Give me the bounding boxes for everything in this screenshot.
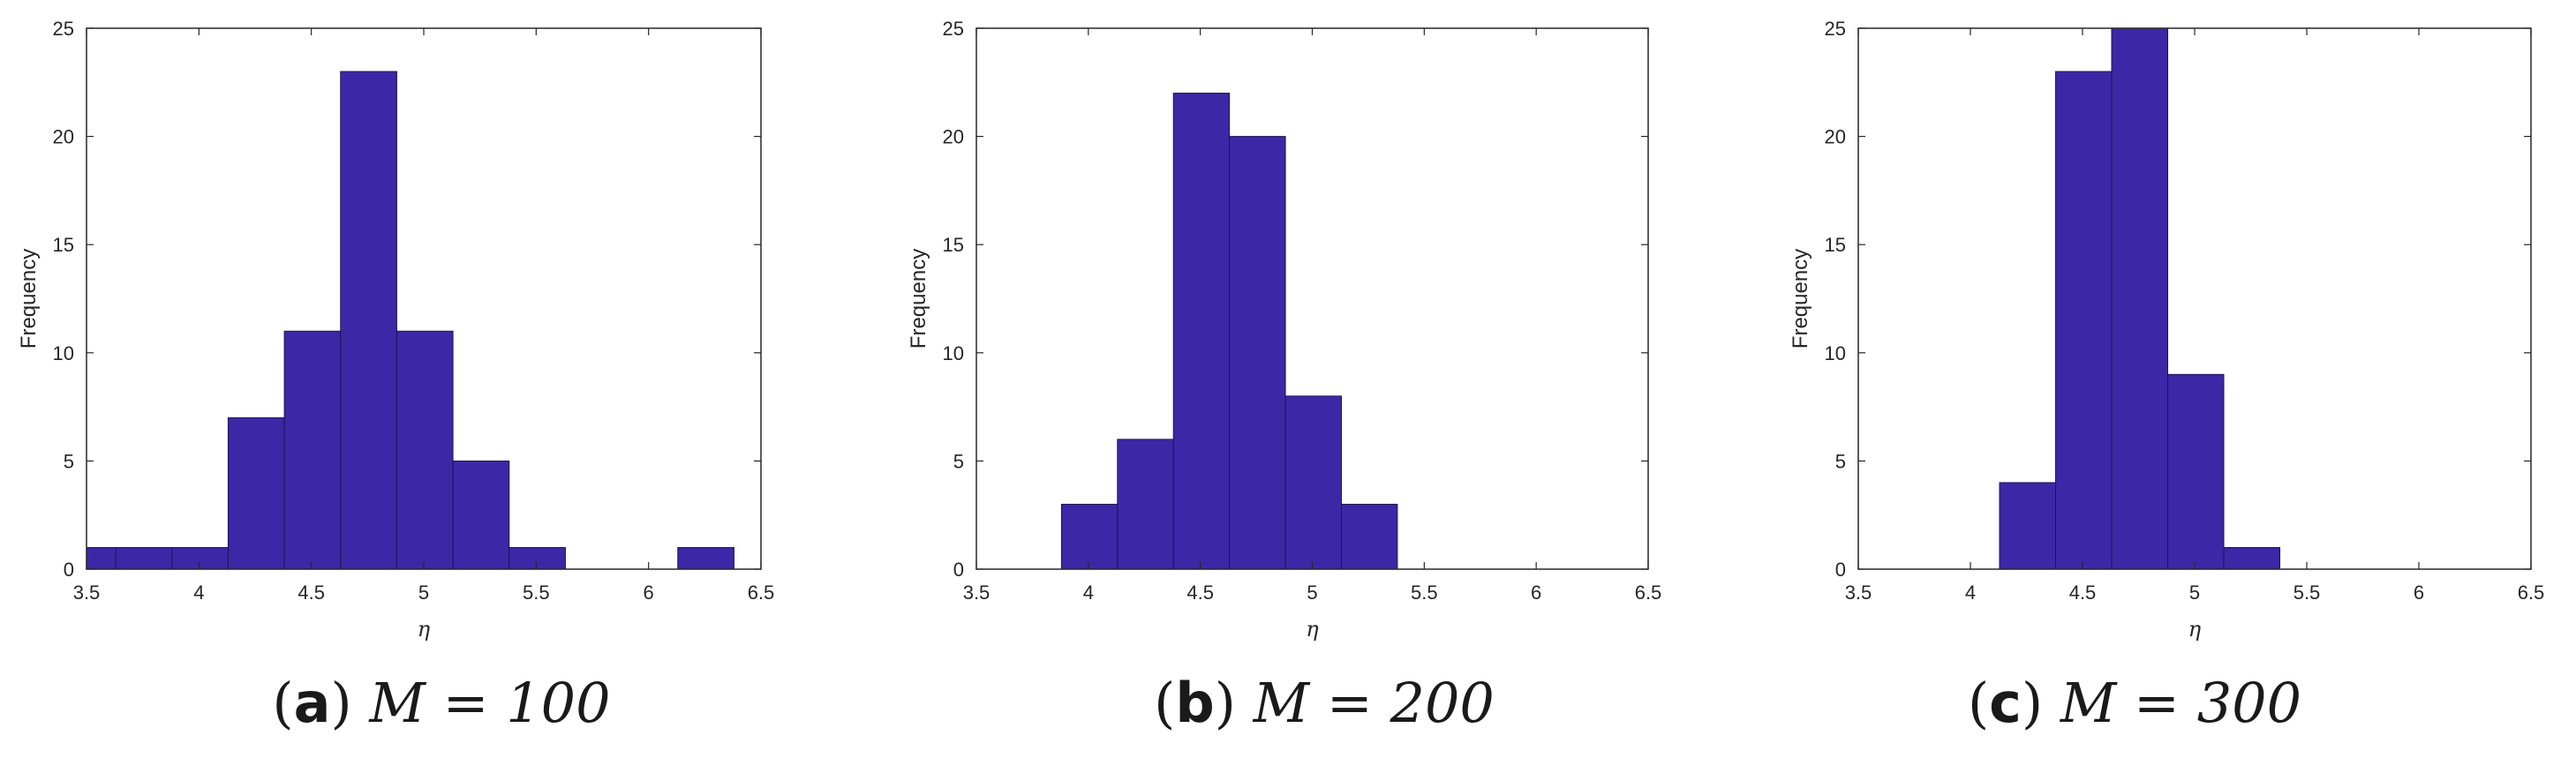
histogram-bar <box>395 330 454 570</box>
histogram-bar <box>2111 27 2169 570</box>
histogram-panel-m100: 3.5 4 4.5 5 5.5 6 6.5 0 5 10 15 20 25 η Frequency (a) … <box>0 0 883 758</box>
histogram-bar <box>1229 136 1286 570</box>
x-axis-label: η <box>1306 617 1319 642</box>
x-tick-label: 6.5 <box>1635 582 1662 604</box>
caption-m200: (b) M = 200 <box>1154 671 1495 735</box>
histogram-bar <box>1284 395 1342 570</box>
y-tick-label: 10 <box>1825 342 1846 364</box>
x-tick-label: 6.5 <box>748 582 775 604</box>
histogram-bar <box>1117 439 1174 570</box>
histogram-bar <box>1172 93 1231 570</box>
x-tick-label: 4 <box>193 582 204 604</box>
x-tick-label: 5.5 <box>2294 582 2321 604</box>
y-tick-label: 0 <box>64 559 74 581</box>
histogram-chart-m300: 3.5 4 4.5 5 5.5 6 6.5 0 5 10 15 20 25 η Frequency <box>1789 18 2545 642</box>
histogram-bar <box>2223 546 2281 570</box>
y-tick-label: 0 <box>1835 559 1846 581</box>
y-tick-label: 15 <box>943 234 964 256</box>
histogram-panel-m200: 3.5 4 4.5 5 5.5 6 6.5 0 5 10 15 20 25 η Frequency (b) … <box>883 0 1766 758</box>
caption-letter: c <box>1989 671 2022 735</box>
histogram-chart-m100: 3.5 4 4.5 5 5.5 6 6.5 0 5 10 15 20 25 η Frequency <box>17 18 775 642</box>
y-axis-label: Frequency <box>907 249 930 349</box>
x-tick-label: 5.5 <box>1411 582 1438 604</box>
x-tick-label: 5 <box>1307 582 1317 604</box>
histogram-bar <box>508 546 566 570</box>
x-tick-label: 4 <box>1965 582 1976 604</box>
histogram-panel-m300: 3.5 4 4.5 5 5.5 6 6.5 0 5 10 15 20 25 η Frequency (c) … <box>1693 0 2576 758</box>
x-tick-label: 6 <box>2414 582 2424 604</box>
histogram-bar <box>2055 71 2113 570</box>
histogram-bar <box>677 546 734 570</box>
y-tick-label: 20 <box>943 126 964 148</box>
x-tick-label: 4.5 <box>298 582 325 604</box>
y-tick-label: 10 <box>943 342 964 364</box>
y-tick-label: 10 <box>53 342 74 364</box>
histogram-bar <box>1999 482 2057 570</box>
x-tick-label: 6 <box>644 582 654 604</box>
x-tick-label: 4.5 <box>1186 582 1214 604</box>
caption-letter: b <box>1175 671 1215 735</box>
histogram-bar <box>283 330 342 570</box>
y-axis-label: Frequency <box>17 249 41 349</box>
histogram-bar <box>115 546 173 570</box>
caption-m100: (a) M = 100 <box>272 671 611 735</box>
histogram-chart-m200: 3.5 4 4.5 5 5.5 6 6.5 0 5 10 15 20 25 η Frequency <box>907 18 1662 642</box>
histogram-bar <box>1340 503 1398 570</box>
histogram-bar <box>2167 373 2225 570</box>
histogram-bar <box>227 417 285 570</box>
x-tick-label: 3.5 <box>1845 582 1872 604</box>
histogram-bar <box>1060 503 1119 570</box>
x-tick-label: 3.5 <box>963 582 990 604</box>
x-tick-label: 3.5 <box>73 582 101 604</box>
x-tick-label: 4.5 <box>2069 582 2097 604</box>
y-tick-label: 0 <box>953 559 964 581</box>
y-tick-label: 20 <box>1825 126 1846 148</box>
y-tick-label: 25 <box>53 18 74 40</box>
y-tick-label: 5 <box>953 450 964 472</box>
y-tick-label: 20 <box>53 126 74 148</box>
x-tick-label: 5 <box>418 582 429 604</box>
y-tick-label: 5 <box>1835 450 1846 472</box>
caption-m300: (c) M = 300 <box>1967 671 2302 735</box>
caption-text: M = 300 <box>2060 671 2302 735</box>
x-tick-label: 5.5 <box>523 582 550 604</box>
y-tick-label: 15 <box>53 234 74 256</box>
histogram-bar <box>340 71 397 570</box>
y-tick-label: 5 <box>64 450 74 472</box>
histogram-bar <box>171 546 229 570</box>
x-tick-label: 6.5 <box>2518 582 2545 604</box>
y-axis-label: Frequency <box>1789 249 1812 349</box>
caption-text: M = 100 <box>369 671 611 735</box>
y-tick-label: 15 <box>1825 234 1846 256</box>
x-axis-label: η <box>2188 617 2202 642</box>
x-tick-label: 4 <box>1083 582 1094 604</box>
caption-text: M = 200 <box>1253 671 1495 735</box>
y-tick-label: 25 <box>943 18 964 40</box>
y-tick-label: 25 <box>1825 18 1846 40</box>
histogram-bar <box>452 460 510 570</box>
x-tick-label: 6 <box>1531 582 1541 604</box>
caption-letter: a <box>293 671 331 735</box>
x-axis-label: η <box>418 617 431 642</box>
x-tick-label: 5 <box>2189 582 2200 604</box>
